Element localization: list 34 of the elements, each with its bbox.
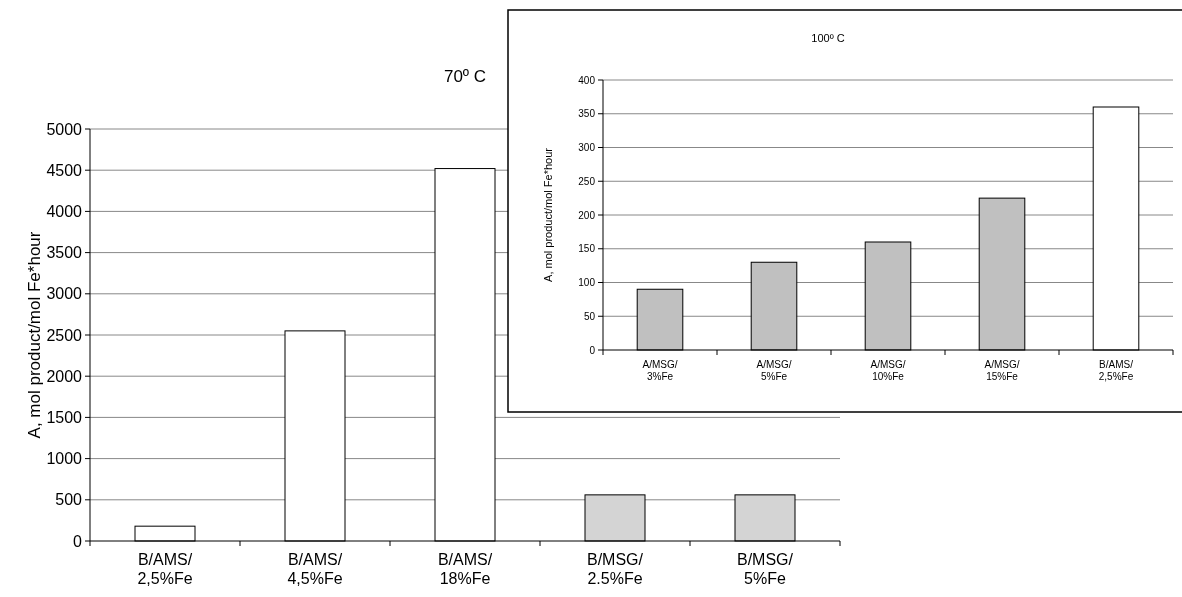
y-tick-label: 0 (589, 344, 596, 356)
x-tick-label: B/AMS/ 2,5%Fe (137, 551, 193, 588)
y-tick-label: 2000 (46, 367, 83, 385)
y-tick-label: 200 (578, 209, 596, 221)
y-tick-label: 4000 (46, 203, 83, 220)
y-tick-label: 400 (578, 74, 596, 86)
y-tick-label: 5000 (46, 120, 83, 138)
x-tick-label: A/MSG/ 10%Fe (870, 359, 906, 382)
y-tick-label: 4500 (46, 161, 83, 179)
x-tick-label: A/MSG/ 15%Fe (984, 359, 1020, 382)
x-tick-label: A/MSG/ 3%Fe (642, 359, 678, 382)
x-tick-label: B/MSG/ 2.5%Fe (586, 551, 644, 588)
x-tick-label: B/AMS/ 2,5%Fe (1098, 359, 1134, 382)
x-tick-label: B/AMS/ 4,5%Fe (287, 551, 343, 588)
y-tick-label: 0 (73, 532, 83, 550)
y-tick-label: 250 (578, 175, 596, 187)
x-tick-label: A/MSG/ 5%Fe (756, 359, 792, 382)
y-tick-label: 3500 (46, 244, 83, 262)
chart-title: 100º C (811, 32, 845, 44)
y-tick-label: 100 (578, 277, 596, 288)
y-tick-label: 3000 (46, 285, 83, 303)
y-tick-label: 300 (578, 142, 596, 153)
y-tick-label: 1500 (46, 409, 83, 426)
y-tick-label: 2500 (46, 326, 83, 344)
y-tick-label: 350 (578, 108, 596, 120)
chart-title: 70º C (443, 67, 487, 86)
y-tick-label: 150 (578, 243, 596, 255)
y-tick-label: 1000 (46, 450, 83, 468)
y-tick-label: 500 (55, 491, 83, 509)
y-axis-title: A, mol product/mol Fe*hour (542, 147, 554, 282)
x-tick-label: B/MSG/ 5%Fe (736, 551, 794, 588)
y-tick-label: 50 (583, 310, 596, 322)
x-tick-label: B/AMS/ 18%Fe (437, 551, 493, 588)
y-axis-title: A, mol product/mol Fe*hour (25, 231, 44, 439)
